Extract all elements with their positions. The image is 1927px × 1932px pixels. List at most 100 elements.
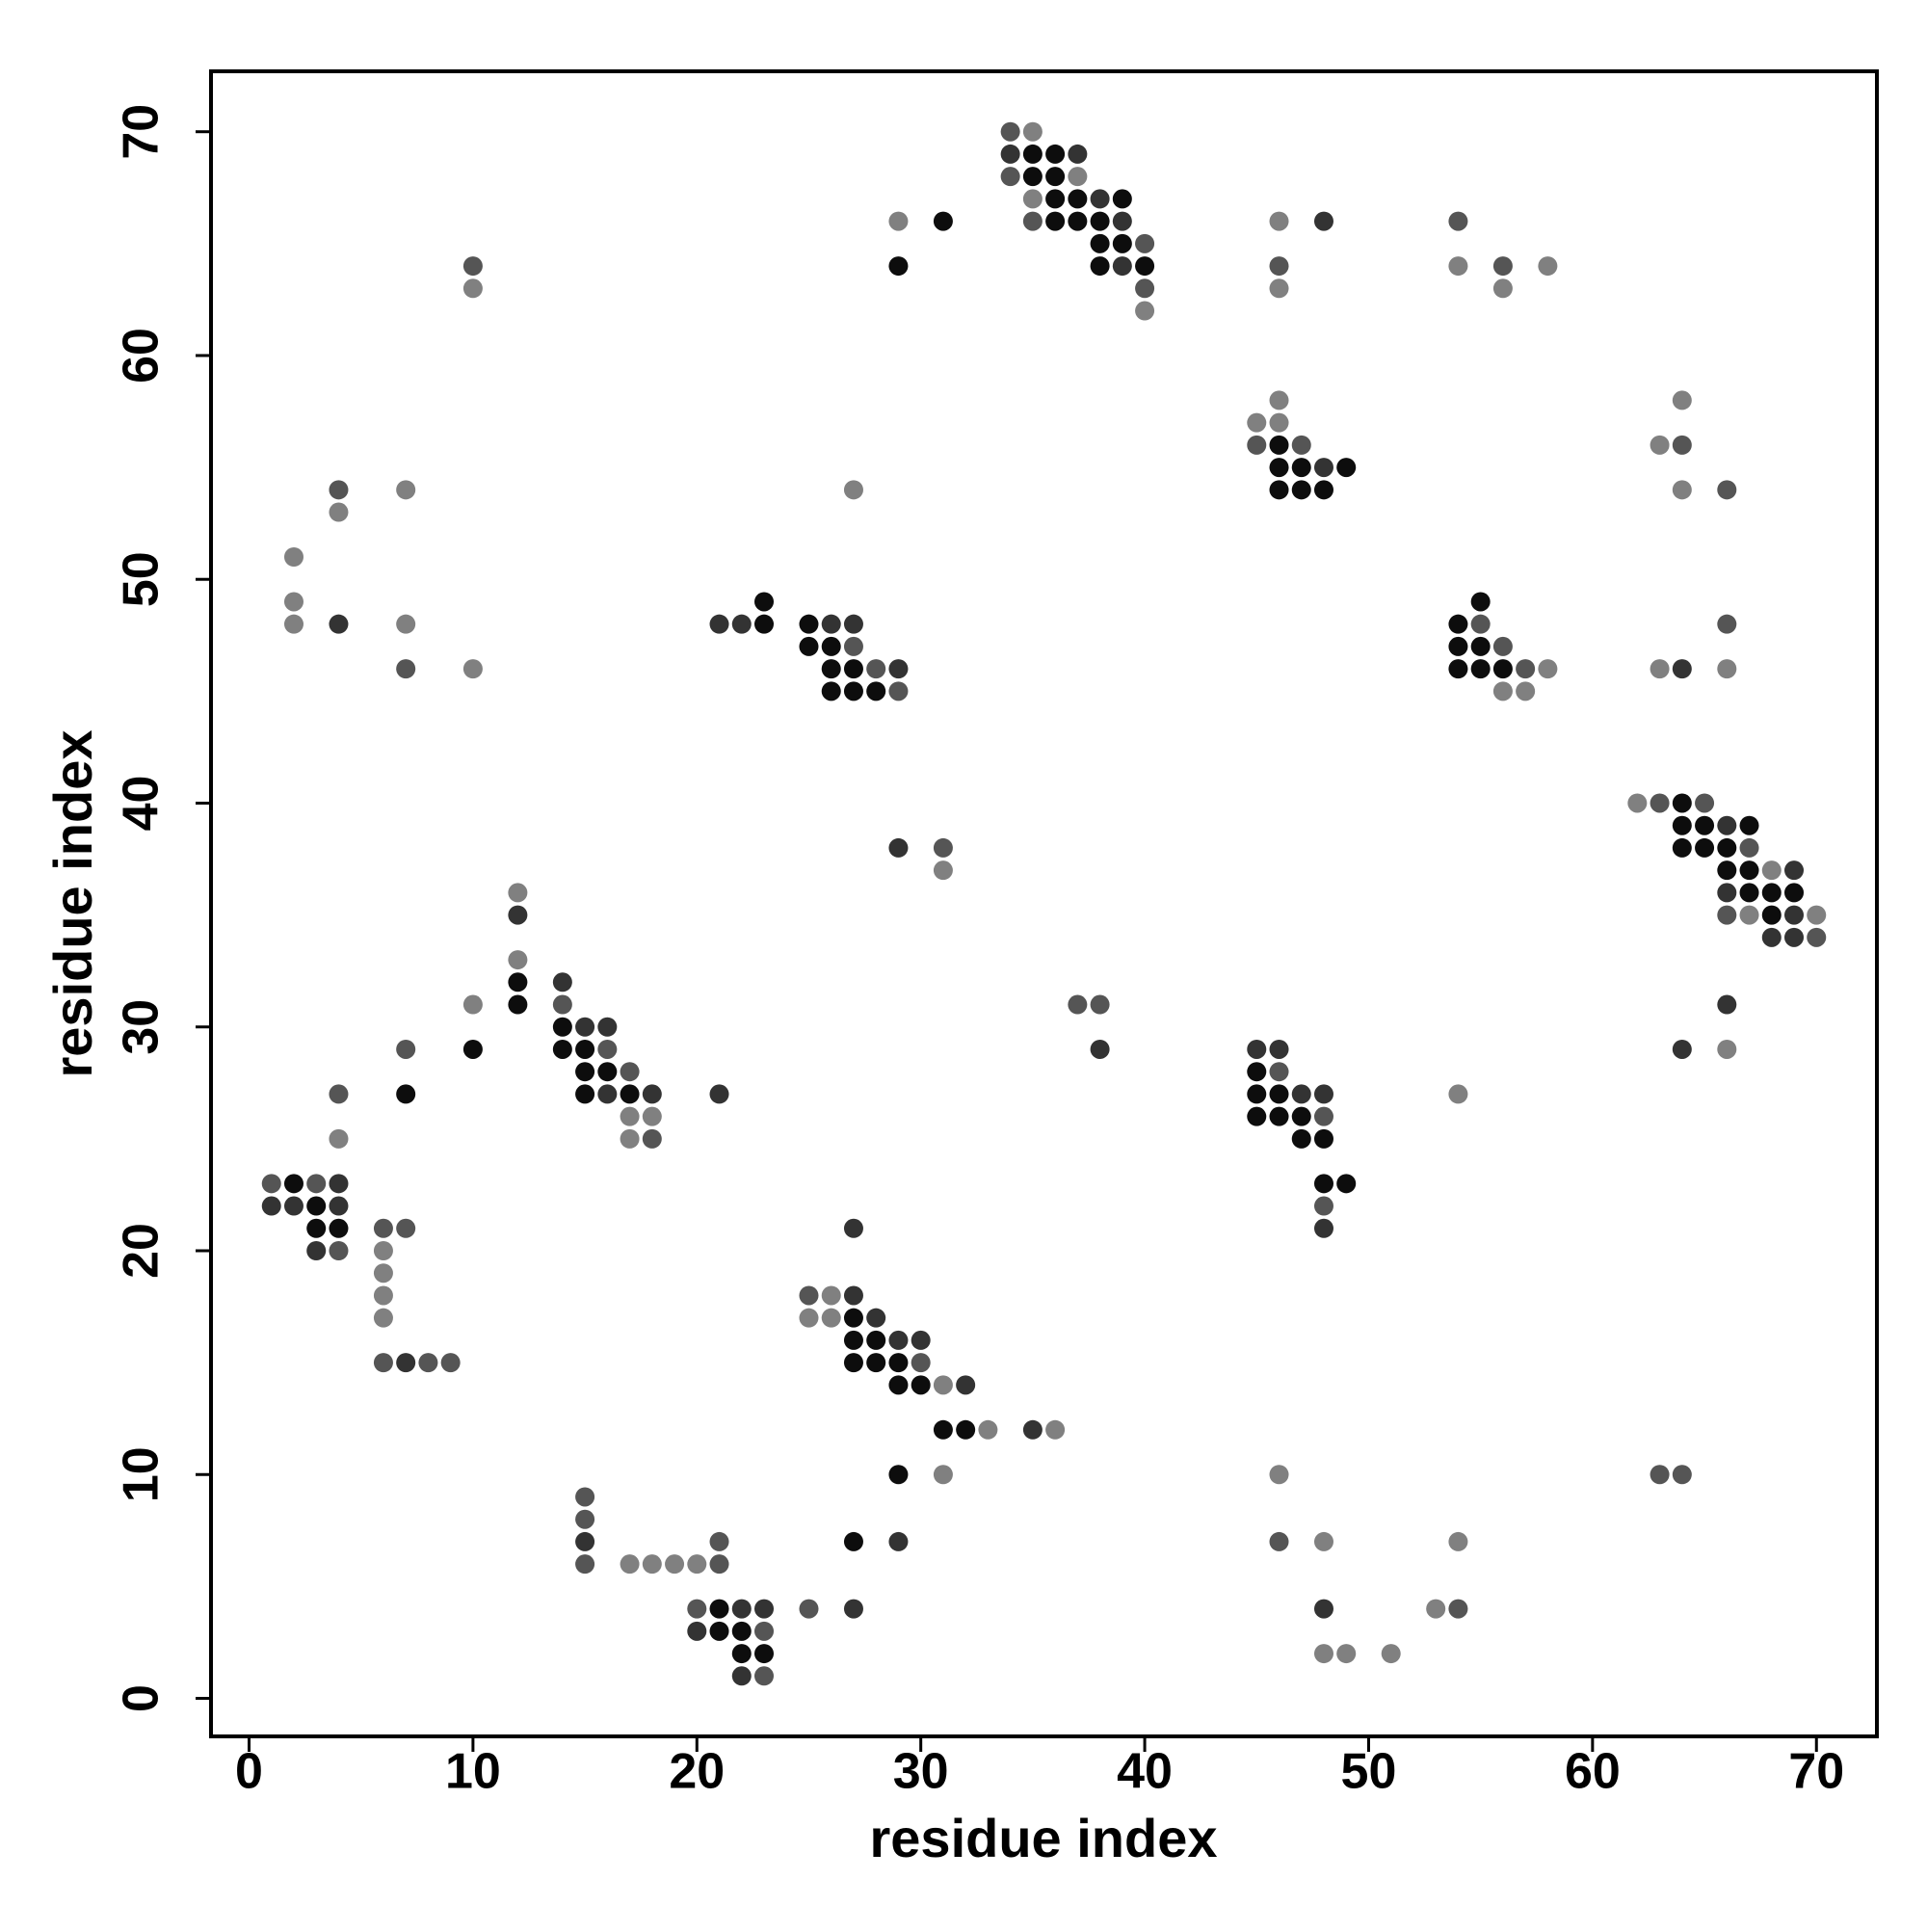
contact-point bbox=[1627, 793, 1648, 813]
contact-point bbox=[1650, 1465, 1670, 1485]
contact-point bbox=[1269, 1465, 1289, 1485]
contact-point bbox=[1695, 815, 1715, 835]
contact-point bbox=[1492, 278, 1513, 299]
contact-point bbox=[843, 614, 863, 634]
contact-point bbox=[329, 1196, 349, 1216]
contact-point bbox=[1448, 636, 1468, 656]
contact-point bbox=[888, 681, 909, 701]
contact-point bbox=[1650, 435, 1670, 455]
contact-point bbox=[888, 256, 909, 277]
contact-point bbox=[1717, 480, 1737, 500]
contact-point bbox=[1717, 837, 1737, 858]
contact-point bbox=[956, 1419, 976, 1440]
contact-point bbox=[1000, 144, 1020, 164]
contact-point bbox=[1336, 1174, 1357, 1194]
contact-point bbox=[1135, 256, 1155, 277]
contact-point bbox=[1135, 278, 1155, 299]
contact-point bbox=[1068, 211, 1088, 231]
x-tick-label: 50 bbox=[1341, 1744, 1397, 1800]
contact-point bbox=[754, 1599, 775, 1619]
contact-point bbox=[1695, 793, 1715, 813]
contact-point bbox=[1336, 1644, 1357, 1664]
contact-point bbox=[731, 1599, 752, 1619]
contact-point bbox=[1739, 815, 1759, 835]
contact-point bbox=[396, 659, 416, 679]
contact-point bbox=[1068, 189, 1088, 209]
contact-point bbox=[1717, 883, 1737, 903]
contact-point bbox=[709, 614, 729, 634]
contact-point bbox=[1717, 994, 1737, 1015]
contact-point bbox=[1269, 1531, 1289, 1551]
contact-point bbox=[843, 480, 863, 500]
contact-point bbox=[620, 1062, 640, 1082]
contact-point bbox=[1313, 480, 1333, 500]
contact-point bbox=[1291, 1084, 1311, 1104]
contact-point bbox=[843, 636, 863, 656]
contact-point bbox=[687, 1621, 707, 1641]
x-tick-label: 40 bbox=[1117, 1744, 1173, 1800]
contact-point bbox=[1112, 233, 1132, 253]
contact-point bbox=[440, 1353, 461, 1373]
contact-point bbox=[843, 1330, 863, 1350]
contact-point bbox=[866, 1308, 886, 1328]
contact-point bbox=[866, 681, 886, 701]
contact-point bbox=[1761, 927, 1782, 947]
x-tick-label: 70 bbox=[1788, 1744, 1844, 1800]
contact-point bbox=[329, 480, 349, 500]
contact-point bbox=[1000, 121, 1020, 142]
contact-point bbox=[1045, 144, 1066, 164]
contact-point bbox=[1761, 860, 1782, 881]
contact-point bbox=[731, 1644, 752, 1664]
contact-point bbox=[754, 592, 775, 612]
contact-point bbox=[1022, 144, 1043, 164]
contact-point bbox=[462, 659, 483, 679]
contact-point bbox=[575, 1554, 595, 1575]
contact-point bbox=[373, 1218, 393, 1238]
contact-point bbox=[843, 1308, 863, 1328]
contact-point bbox=[1090, 994, 1110, 1015]
contact-point bbox=[1291, 435, 1311, 455]
contact-point bbox=[843, 1599, 863, 1619]
contact-point bbox=[1426, 1599, 1446, 1619]
contact-point bbox=[1313, 1196, 1333, 1216]
contact-point bbox=[1717, 905, 1737, 925]
contact-point bbox=[866, 1353, 886, 1373]
contact-point bbox=[1336, 458, 1357, 478]
contact-point bbox=[508, 883, 528, 903]
contact-point bbox=[1784, 905, 1805, 925]
contact-point bbox=[1761, 883, 1782, 903]
contact-point bbox=[1269, 390, 1289, 410]
contact-point bbox=[709, 1621, 729, 1641]
contact-point bbox=[1313, 1174, 1333, 1194]
contact-point bbox=[329, 1218, 349, 1238]
contact-point bbox=[508, 972, 528, 992]
contact-point bbox=[933, 1375, 953, 1395]
contact-point bbox=[888, 1330, 909, 1350]
contact-point bbox=[462, 278, 483, 299]
contact-point bbox=[1269, 458, 1289, 478]
contact-point bbox=[911, 1330, 931, 1350]
contact-point bbox=[597, 1017, 618, 1037]
contact-point bbox=[329, 614, 349, 634]
contact-point bbox=[1313, 1644, 1333, 1664]
contact-point bbox=[396, 1039, 416, 1059]
contact-point bbox=[754, 614, 775, 634]
contact-point bbox=[1269, 435, 1289, 455]
contact-point bbox=[1784, 927, 1805, 947]
contact-point bbox=[1090, 256, 1110, 277]
contact-point bbox=[1247, 435, 1267, 455]
contact-point bbox=[1717, 815, 1737, 835]
contact-point bbox=[888, 1375, 909, 1395]
contact-point bbox=[373, 1353, 393, 1373]
contact-point bbox=[1761, 905, 1782, 925]
contact-point bbox=[1090, 211, 1110, 231]
contact-point bbox=[1672, 815, 1692, 835]
x-tick-label: 20 bbox=[669, 1744, 725, 1800]
x-tick-label: 30 bbox=[893, 1744, 949, 1800]
x-axis-title: residue index bbox=[869, 1808, 1217, 1868]
contact-point bbox=[462, 1039, 483, 1059]
contact-point bbox=[1112, 256, 1132, 277]
contact-point bbox=[283, 1174, 304, 1194]
contact-point bbox=[575, 1017, 595, 1037]
